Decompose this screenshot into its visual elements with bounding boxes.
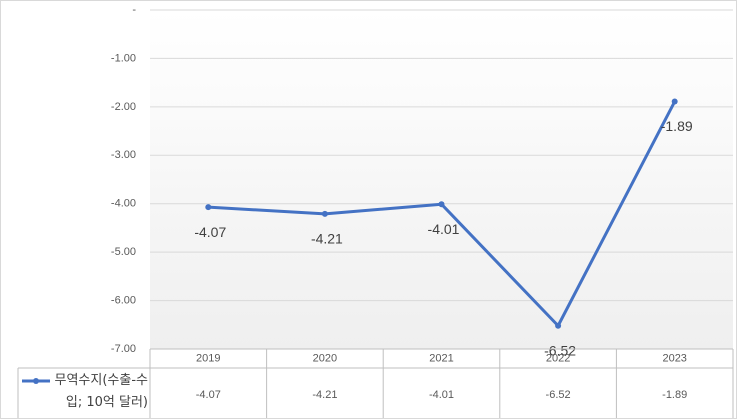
y-tick-label: -7.00 [111, 343, 136, 355]
x-tick-label: 2019 [196, 352, 220, 364]
table-value: -4.01 [429, 389, 454, 401]
point [205, 204, 212, 211]
data-label: -1.89 [661, 118, 693, 134]
table-value: -1.89 [662, 389, 687, 401]
table-value: -4.07 [196, 389, 221, 401]
x-tick-label: 2020 [313, 352, 337, 364]
data-label: -4.07 [194, 224, 226, 240]
y-tick-label: -3.00 [111, 149, 136, 161]
legend-entry: 무역수지(수출-수입; 10억 달러) [54, 373, 148, 410]
y-tick-label: -5.00 [111, 246, 136, 258]
table-value: -4.21 [312, 389, 337, 401]
legend-key-marker [33, 378, 39, 384]
plot-area [150, 10, 733, 349]
data-label: -4.21 [311, 231, 343, 247]
point [555, 322, 562, 329]
y-tick-label: -6.00 [111, 294, 136, 306]
data-label: -4.01 [428, 221, 460, 237]
point [321, 210, 328, 217]
y-tick-label: -2.00 [111, 101, 136, 113]
legend-label: 무역수지(수출-수입; 10억 달러) [54, 373, 148, 410]
y-tick-label: -4.00 [111, 198, 136, 210]
x-tick-label: 2022 [546, 352, 570, 364]
point [671, 98, 678, 105]
x-tick-label: 2023 [662, 352, 686, 364]
table-value: -6.52 [546, 389, 571, 401]
data-label: -6.52 [544, 342, 576, 358]
y-tick-label: -1.00 [111, 52, 136, 64]
point [438, 201, 445, 208]
y-tick-label: - [132, 4, 136, 16]
x-tick-label: 2021 [429, 352, 453, 364]
